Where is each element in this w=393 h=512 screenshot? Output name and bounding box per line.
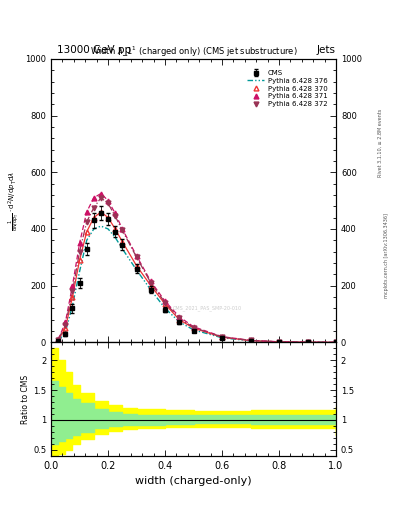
Pythia 6.428 376	[191, 327, 196, 333]
Pythia 6.428 376	[305, 339, 310, 345]
Text: mcplots.cern.ch [arXiv:1306.3436]: mcplots.cern.ch [arXiv:1306.3436]	[384, 214, 389, 298]
Text: Jets: Jets	[317, 45, 336, 55]
Pythia 6.428 376	[248, 338, 253, 344]
Text: 13000 GeV pp: 13000 GeV pp	[57, 45, 131, 55]
Pythia 6.428 376	[77, 268, 82, 274]
Text: Rivet 3.1.10, ≥ 2.8M events: Rivet 3.1.10, ≥ 2.8M events	[378, 109, 383, 178]
Pythia 6.428 376	[277, 339, 281, 345]
Y-axis label: Ratio to CMS: Ratio to CMS	[21, 374, 30, 423]
X-axis label: width (charged-only): width (charged-only)	[135, 476, 252, 486]
Pythia 6.428 376	[63, 329, 68, 335]
Text: CMS_2021_PAS_SMP-20-010: CMS_2021_PAS_SMP-20-010	[173, 306, 242, 311]
Pythia 6.428 376	[56, 338, 61, 344]
Line: Pythia 6.428 376: Pythia 6.428 376	[58, 226, 336, 343]
Y-axis label: $\frac{1}{\mathrm{d}N/\mathrm{d}p_\mathrm{T}}\cdot\mathrm{d}^2N/\mathrm{d}p_\mat: $\frac{1}{\mathrm{d}N/\mathrm{d}p_\mathr…	[7, 170, 22, 230]
Pythia 6.428 376	[134, 267, 139, 273]
Pythia 6.428 376	[92, 226, 96, 232]
Pythia 6.428 376	[177, 319, 182, 325]
Pythia 6.428 376	[106, 226, 110, 232]
Pythia 6.428 376	[99, 223, 103, 229]
Pythia 6.428 376	[113, 234, 118, 241]
Pythia 6.428 376	[149, 287, 153, 293]
Pythia 6.428 376	[163, 305, 167, 311]
Legend: CMS, Pythia 6.428 376, Pythia 6.428 370, Pythia 6.428 371, Pythia 6.428 372: CMS, Pythia 6.428 376, Pythia 6.428 370,…	[245, 68, 330, 109]
Pythia 6.428 376	[334, 339, 338, 346]
Pythia 6.428 376	[220, 335, 224, 341]
Title: Width $\lambda$_1$^1$ (charged only) (CMS jet substructure): Width $\lambda$_1$^1$ (charged only) (CM…	[90, 45, 298, 59]
Pythia 6.428 376	[84, 237, 89, 243]
Pythia 6.428 376	[70, 303, 75, 309]
Pythia 6.428 376	[120, 246, 125, 252]
